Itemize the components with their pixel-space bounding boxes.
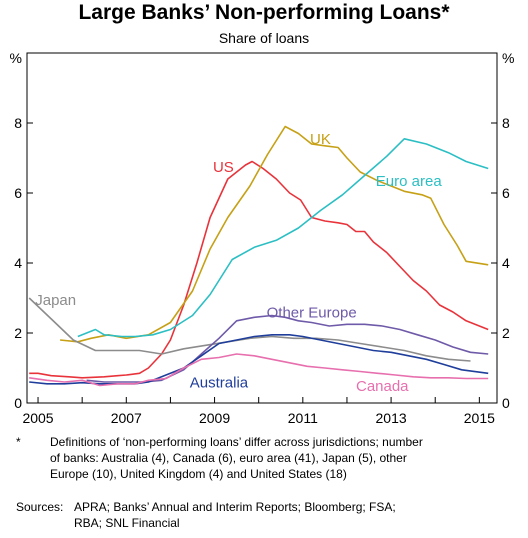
sources-label: Sources: <box>16 500 64 514</box>
y-tick-label-left: 8 <box>14 115 22 131</box>
series-line-euro-area <box>77 138 489 338</box>
y-tick-label-left: 6 <box>14 185 22 201</box>
y-tick-label-left: 4 <box>14 255 22 271</box>
chart-title: Large Banks’ Non-performing Loans* <box>78 1 450 24</box>
series-label-australia: Australia <box>190 374 249 391</box>
series-line-canada <box>29 353 489 387</box>
x-tick-label: 2009 <box>199 410 230 426</box>
series-line-us <box>29 160 489 379</box>
y-tick-label-right: 6 <box>502 185 510 201</box>
footnote-line: Definitions of ‘non-performing loans’ di… <box>50 435 423 449</box>
series-line-japan <box>28 297 471 362</box>
series-label-us: US <box>213 159 234 176</box>
y-tick-label-right: 2 <box>502 325 510 341</box>
footnote-line: of banks: Australia (4), Canada (6), eur… <box>50 451 407 465</box>
plot-frame <box>26 52 498 404</box>
series-label-other-europe: Other Europe <box>267 304 357 321</box>
series-label-uk: UK <box>310 131 331 148</box>
line-chart: 0 0 2 2 4 4 6 6 8 8% % 2005 2007 2009 2011 2013 2015 US U… <box>10 50 515 426</box>
sources-line: RBA; SNL Financial <box>74 516 180 530</box>
y-axis-unit-right: % <box>502 50 514 66</box>
series-label-japan: Japan <box>35 292 76 309</box>
series-label-canada: Canada <box>356 378 409 395</box>
x-tick-label: 2011 <box>288 410 318 426</box>
x-tick-label: 2005 <box>22 410 53 426</box>
footnote-line: Europe (10), United Kingdom (4) and Unit… <box>50 467 347 481</box>
y-tick-label-right: 4 <box>502 255 510 271</box>
sources-line: APRA; Banks’ Annual and Interim Reports;… <box>74 500 396 514</box>
series-line-other-europe <box>86 314 489 383</box>
y-tick-label-left: 2 <box>14 325 22 341</box>
x-tick-label: 2007 <box>111 410 142 426</box>
series-line-australia <box>29 334 489 385</box>
y-axis-unit-left: % <box>10 50 22 66</box>
x-tick-label: 2013 <box>376 410 407 426</box>
series-label-euro-area: Euro area <box>376 173 443 190</box>
x-tick-label: 2015 <box>464 410 495 426</box>
y-tick-label-left: 0 <box>14 395 22 411</box>
y-tick-label-right: 8 <box>502 115 510 131</box>
footnote-marker: * <box>16 435 21 449</box>
chart-subtitle: Share of loans <box>218 30 310 46</box>
y-tick-label-right: 0 <box>502 395 510 411</box>
